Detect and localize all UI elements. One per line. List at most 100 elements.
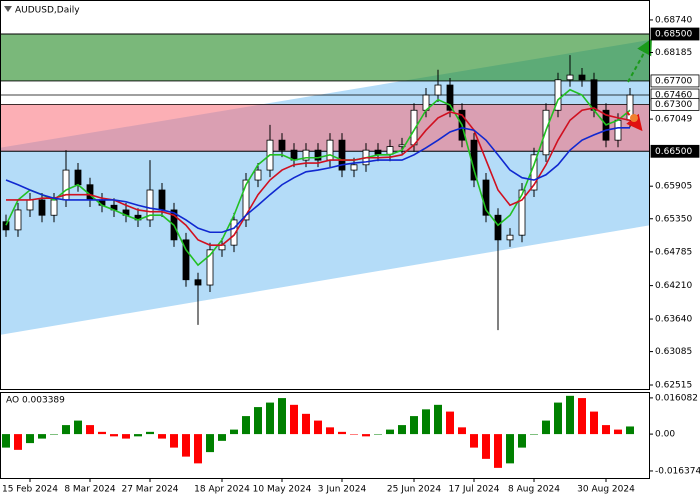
candle-body (590, 79, 598, 111)
candle-body (50, 199, 58, 216)
ao-bar (386, 429, 394, 435)
ao-bar (470, 434, 478, 448)
y-tick-label: 0.68185 (655, 48, 692, 58)
ao-bar (602, 425, 610, 435)
ao-bar (338, 431, 346, 435)
candle-body (614, 119, 622, 141)
pivot-marker (630, 114, 638, 122)
x-tick-label: 18 Apr 2024 (194, 485, 250, 495)
y-tick-label: 0.00 (655, 430, 675, 440)
candle-body (326, 139, 334, 161)
x-tick-label: 25 Jun 2024 (387, 485, 441, 495)
ao-bar (542, 420, 550, 435)
ao-bar (110, 434, 118, 437)
candle-body (350, 164, 358, 171)
zone (0, 104, 650, 152)
candle-body (566, 74, 574, 81)
candle-body (254, 169, 262, 181)
y-tick-label: 0.62515 (655, 381, 692, 391)
price-label: 0.66500 (655, 147, 692, 157)
ao-bar (614, 429, 622, 435)
y-tick-label: 0.016082 (655, 393, 698, 403)
candle-body (446, 84, 454, 111)
y-tick-label: -0.016374 (655, 466, 700, 476)
ao-bar (26, 434, 34, 444)
ao-title: AO 0.003389 (6, 396, 65, 406)
ao-bar (254, 407, 262, 435)
ao-bar (50, 434, 58, 435)
price-label: 0.67460 (655, 91, 692, 101)
ao-bar (86, 425, 94, 435)
ao-bar (578, 398, 586, 435)
ao-bar (314, 420, 322, 435)
ao-bar (506, 434, 514, 464)
ao-bar (446, 411, 454, 435)
ao-bar (62, 425, 70, 435)
moving-average (5, 88, 631, 267)
candle-body (14, 209, 22, 231)
candle-body (38, 199, 46, 216)
candle-body (194, 279, 202, 286)
ao-bar (302, 413, 310, 435)
y-tick-label: 0.68740 (655, 15, 692, 25)
price-label: 0.67700 (655, 76, 692, 86)
y-tick-label: 0.63640 (655, 315, 692, 325)
title-icon (4, 6, 12, 12)
x-tick-label: 15 Feb 2024 (2, 485, 58, 495)
x-tick-label: 3 Jun 2024 (318, 485, 367, 495)
ao-bar (194, 434, 202, 464)
ao-bar (626, 426, 634, 435)
ao-bar (362, 434, 370, 437)
ao-bar (182, 434, 190, 457)
zone (0, 34, 650, 81)
y-tick-label: 0.64785 (655, 247, 692, 257)
ao-bar (530, 434, 538, 435)
ao-bar (242, 416, 250, 435)
chart-title: AUDUSD,Daily (15, 6, 80, 16)
price-label: 0.67300 (655, 100, 692, 110)
candle-body (182, 239, 190, 281)
moving-average (5, 127, 630, 234)
ao-bar (410, 416, 418, 435)
ao-bar (170, 434, 178, 448)
ao-bar (278, 398, 286, 435)
candle-body (278, 139, 286, 151)
y-tick-label: 0.65905 (655, 182, 692, 192)
x-tick-label: 8 Aug 2024 (508, 485, 560, 495)
price-label: 0.68500 (655, 30, 692, 40)
ao-bar (158, 434, 166, 439)
ao-bar (230, 429, 238, 435)
ao-bar (74, 420, 82, 435)
candle-body (506, 234, 514, 241)
candle-body (494, 214, 502, 241)
x-tick-label: 27 Mar 2024 (121, 485, 178, 495)
price-label-box (650, 74, 700, 88)
ao-bar (398, 425, 406, 435)
candle-body (242, 179, 250, 221)
ao-frame (0, 392, 650, 479)
ao-bar (38, 434, 46, 439)
channel (0, 39, 650, 335)
overlay (626, 38, 652, 132)
ao-bar (146, 431, 154, 435)
ao-bar (206, 434, 214, 453)
ao-bar (2, 434, 10, 448)
x-tick-label: 8 Mar 2024 (64, 485, 116, 495)
candle-body (518, 189, 526, 236)
price-label-box (650, 97, 700, 111)
ao-bar (122, 434, 130, 439)
candle-body (26, 199, 34, 211)
price-label-box (650, 27, 700, 41)
y-tick-label: 0.63085 (655, 347, 692, 357)
ao-bar (374, 434, 382, 435)
ao-bar (590, 411, 598, 435)
candle-body (314, 149, 322, 161)
ao-bar (14, 434, 22, 450)
ao-bar (218, 434, 226, 441)
forecast-up-arrow (627, 38, 652, 83)
ao-bar (134, 434, 142, 437)
ao-plot (2, 395, 634, 468)
candle-body (386, 146, 394, 155)
